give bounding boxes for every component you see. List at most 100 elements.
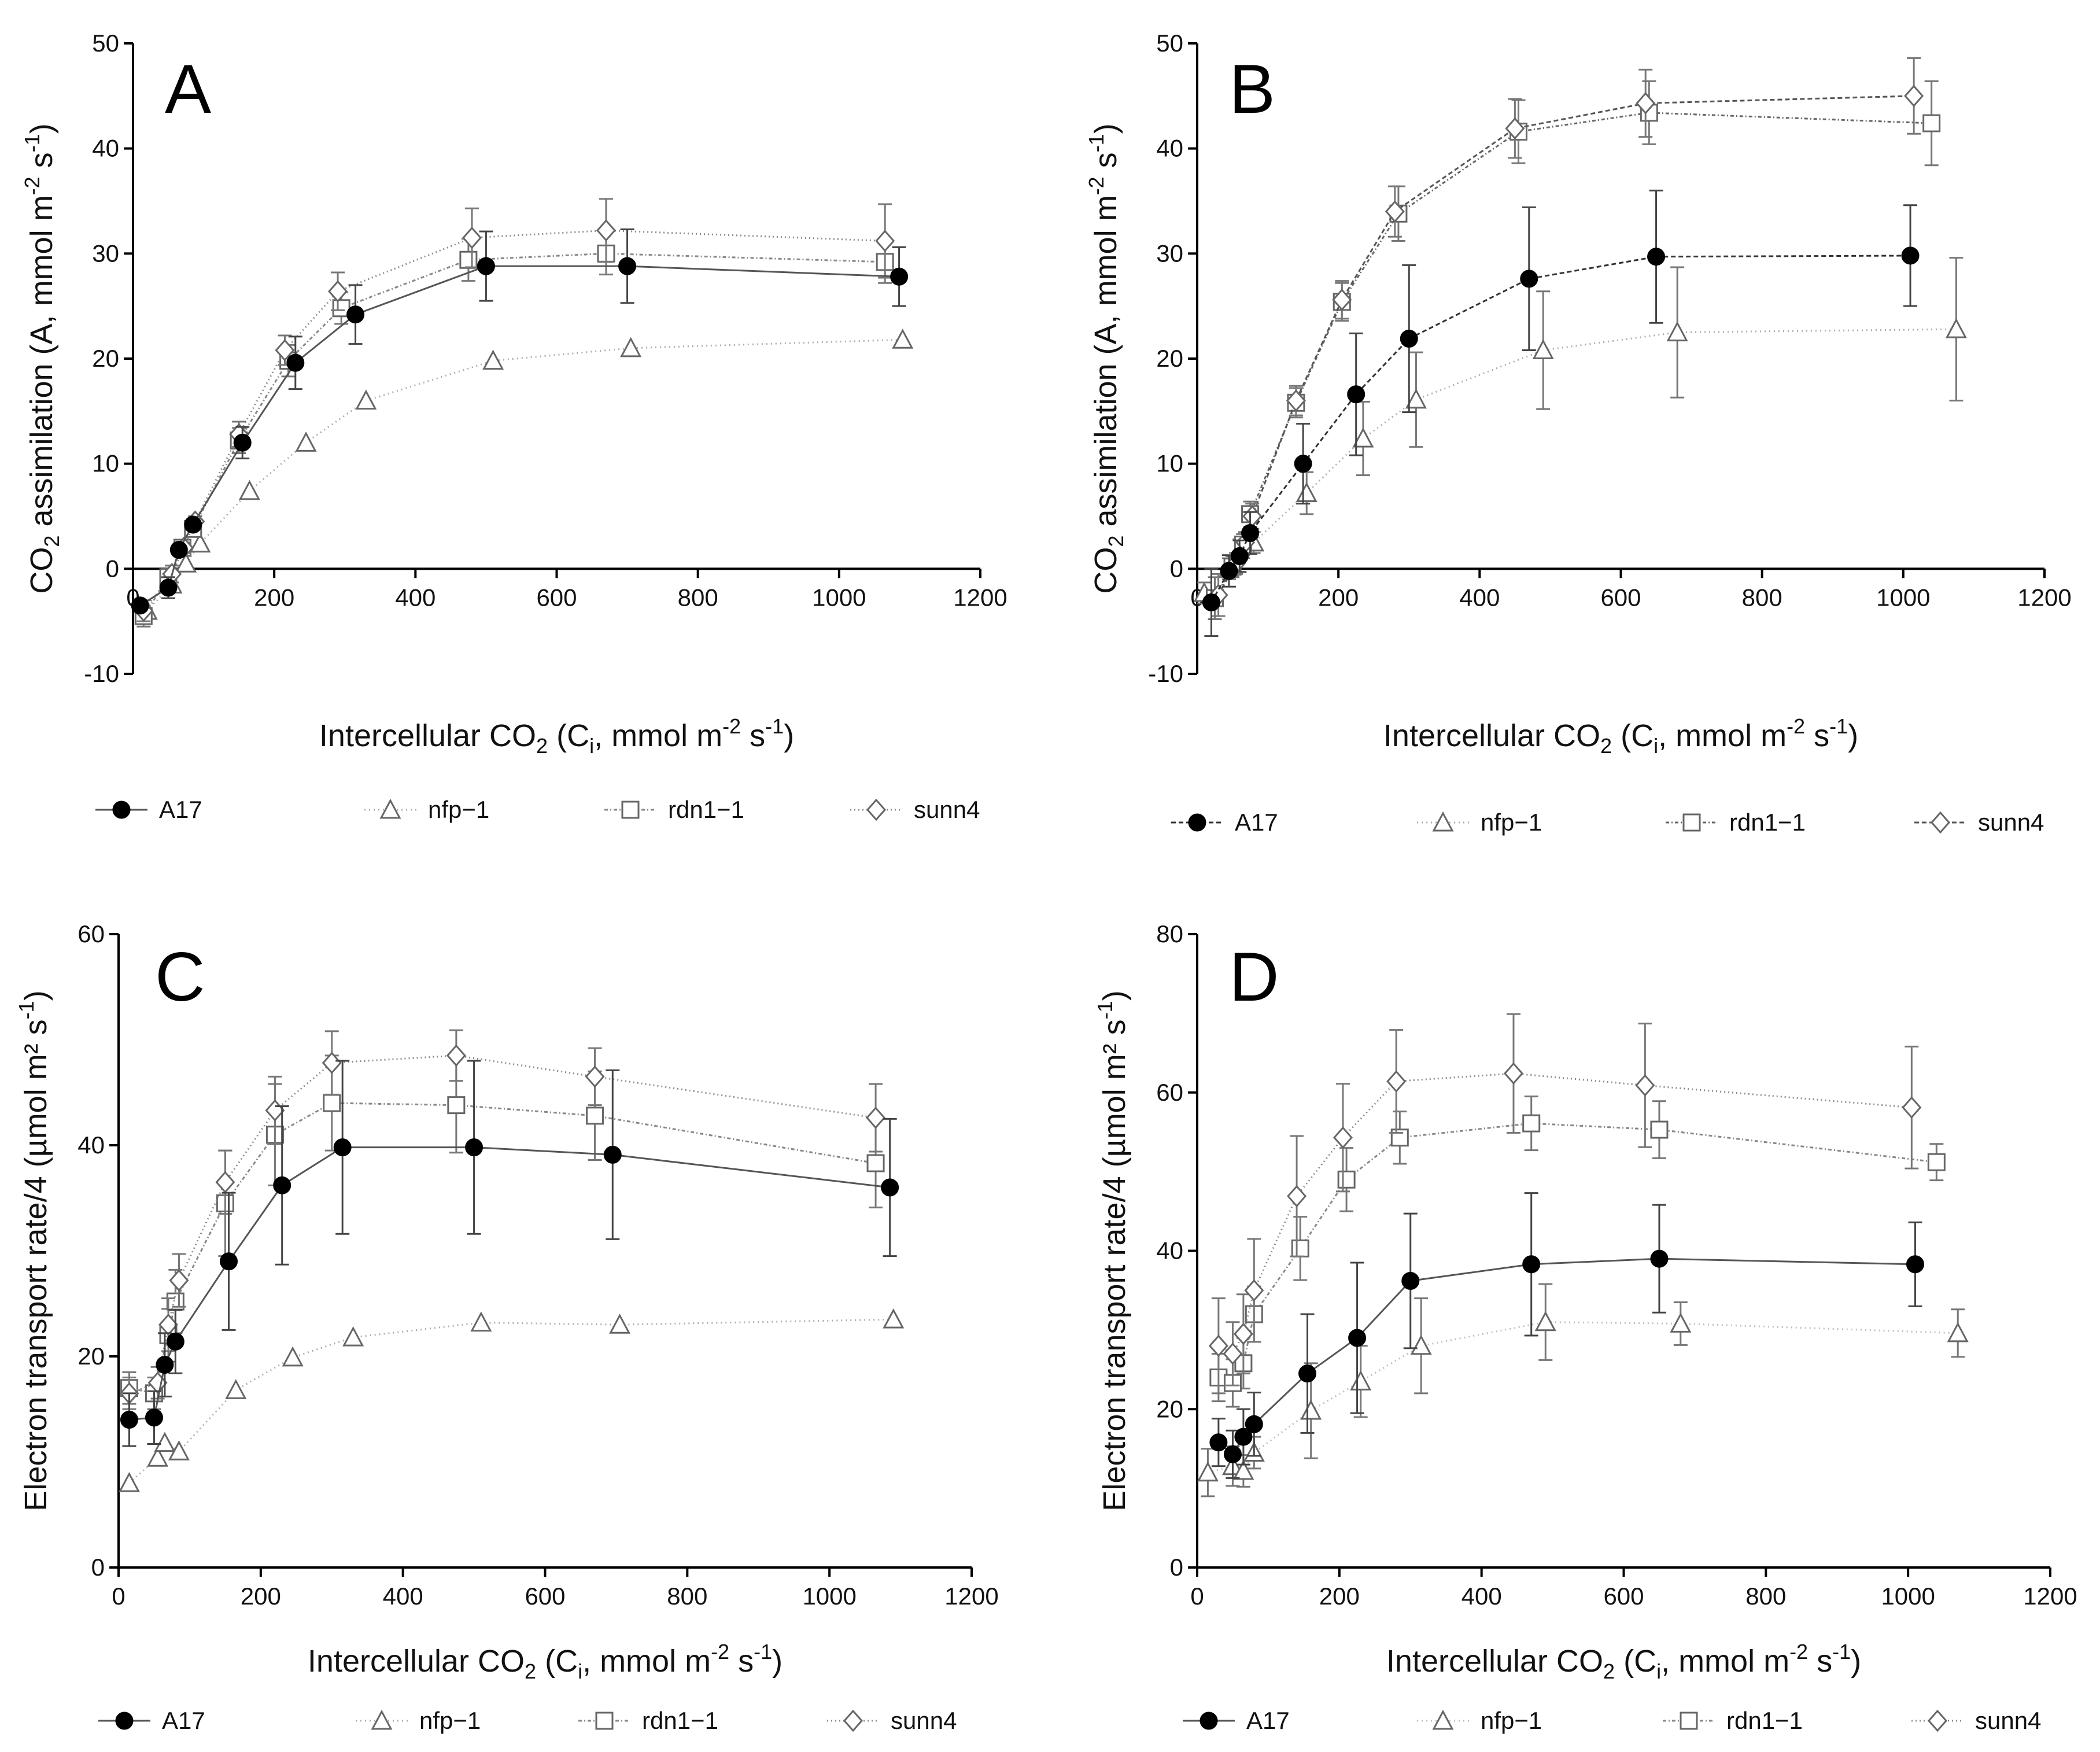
data-point xyxy=(1332,288,1352,311)
data-point xyxy=(328,280,348,303)
series-rdn1-1 xyxy=(1206,80,1941,621)
data-point xyxy=(1904,84,1924,108)
panel-letter: C xyxy=(155,938,205,1016)
series-line xyxy=(129,1102,876,1395)
data-point xyxy=(1635,1074,1655,1097)
x-axis-title-text: ) xyxy=(784,718,794,753)
series-line xyxy=(1210,254,1911,603)
data-point xyxy=(1233,1322,1253,1345)
data-point xyxy=(154,1432,176,1452)
data-point xyxy=(323,1094,341,1112)
x-axis-title-text: ) xyxy=(1851,1644,1861,1679)
data-point xyxy=(175,552,197,573)
x-axis-title-text: s xyxy=(1805,718,1829,753)
series-line xyxy=(1214,112,1932,599)
series-nfp-1 xyxy=(118,1308,905,1492)
series-sunn4 xyxy=(1208,1013,1922,1395)
data-point xyxy=(1337,1170,1356,1189)
y-tick-label: -10 xyxy=(84,660,119,687)
legend-label: rdn1−1 xyxy=(642,1707,718,1734)
data-point xyxy=(295,431,317,452)
y-axis-title-text: s xyxy=(24,152,59,176)
x-tick-label: 600 xyxy=(525,1583,565,1610)
data-point xyxy=(1350,1370,1372,1390)
x-axis-title-sup: -2 xyxy=(722,714,741,738)
y-tick-label: 20 xyxy=(77,1342,105,1370)
legend-label: A17 xyxy=(159,796,202,823)
series-A17 xyxy=(131,228,909,615)
series-line xyxy=(1208,1321,1958,1474)
data-point xyxy=(1386,1070,1407,1093)
legend-item: nfp−1 xyxy=(356,1707,481,1734)
data-point xyxy=(1234,1428,1253,1446)
series-rdn1-1 xyxy=(120,1054,885,1410)
legend-label: sunn4 xyxy=(1978,809,2044,836)
data-point xyxy=(1650,1120,1669,1139)
x-axis-title: Intercellular CO2 (Ci, mmol m-2 s-1) xyxy=(1386,1640,1861,1683)
legend-marker xyxy=(1188,813,1206,832)
x-tick-label: 400 xyxy=(1461,1583,1502,1610)
data-point xyxy=(1522,1114,1541,1133)
data-point xyxy=(131,596,149,615)
data-point xyxy=(459,250,478,269)
x-axis-title-text: ) xyxy=(772,1644,783,1679)
legend-marker xyxy=(112,801,131,819)
y-tick-label: 0 xyxy=(106,555,119,582)
data-point xyxy=(609,1314,631,1334)
series-line xyxy=(143,252,885,617)
x-axis-title-text: s xyxy=(729,1644,754,1679)
x-axis-title-sup: -2 xyxy=(1789,1640,1808,1664)
legend-marker xyxy=(843,1709,863,1732)
data-point xyxy=(618,257,637,275)
data-point xyxy=(120,1411,138,1429)
series-nfp-1 xyxy=(1193,257,1967,604)
y-tick-label: 0 xyxy=(1170,555,1183,582)
data-point xyxy=(147,1447,169,1467)
data-point xyxy=(620,337,642,357)
y-tick-label: 40 xyxy=(1156,135,1183,162)
data-point xyxy=(1197,1461,1219,1482)
legend-label: A17 xyxy=(162,1707,205,1734)
x-axis-title-sup: -1 xyxy=(1832,1640,1851,1664)
data-point xyxy=(169,541,188,559)
data-point xyxy=(225,1379,247,1399)
y-tick-label: 20 xyxy=(1156,1395,1183,1422)
y-tick-label: 60 xyxy=(77,920,105,947)
data-point xyxy=(1294,455,1312,473)
series-nfp-1 xyxy=(1197,1283,1969,1498)
x-axis-title-sub: 2 xyxy=(1600,734,1612,758)
y-axis-title-text: assimilation (A, mmol m xyxy=(24,195,59,535)
y-axis-title-text: s xyxy=(1088,152,1123,176)
y-tick-label: 10 xyxy=(92,450,119,477)
x-tick-label: 200 xyxy=(254,584,294,611)
data-point xyxy=(875,230,895,252)
series-A17 xyxy=(1202,189,1920,637)
data-point xyxy=(1245,1415,1263,1433)
data-point xyxy=(1385,200,1405,223)
data-point xyxy=(322,1052,342,1074)
data-point xyxy=(1505,117,1525,140)
y-tick-label: 80 xyxy=(1156,920,1183,947)
x-axis-title-text: (C xyxy=(548,718,589,753)
y-tick-label: 0 xyxy=(1170,1554,1183,1581)
y-axis-title-text: ) xyxy=(24,123,59,134)
data-point xyxy=(159,578,178,597)
data-point xyxy=(1352,427,1374,448)
data-point xyxy=(1666,321,1688,342)
y-tick-label: 20 xyxy=(92,345,119,372)
data-point xyxy=(1902,1096,1922,1119)
legend-item: rdn1−1 xyxy=(1663,1707,1803,1734)
x-axis-title-text: , mmol m xyxy=(582,1644,711,1679)
legend-marker xyxy=(1200,1712,1218,1730)
data-point xyxy=(881,1178,899,1197)
y-axis-title-sup: -1 xyxy=(1093,1001,1117,1019)
data-point xyxy=(1220,562,1238,580)
data-point xyxy=(482,349,504,370)
x-axis-title-text: Intercellular CO xyxy=(1383,718,1600,753)
data-point xyxy=(1286,389,1306,412)
x-tick-label: 800 xyxy=(1742,584,1782,611)
data-point xyxy=(1300,1399,1322,1420)
data-point xyxy=(1208,1334,1228,1358)
y-tick-label: 10 xyxy=(1156,450,1183,477)
